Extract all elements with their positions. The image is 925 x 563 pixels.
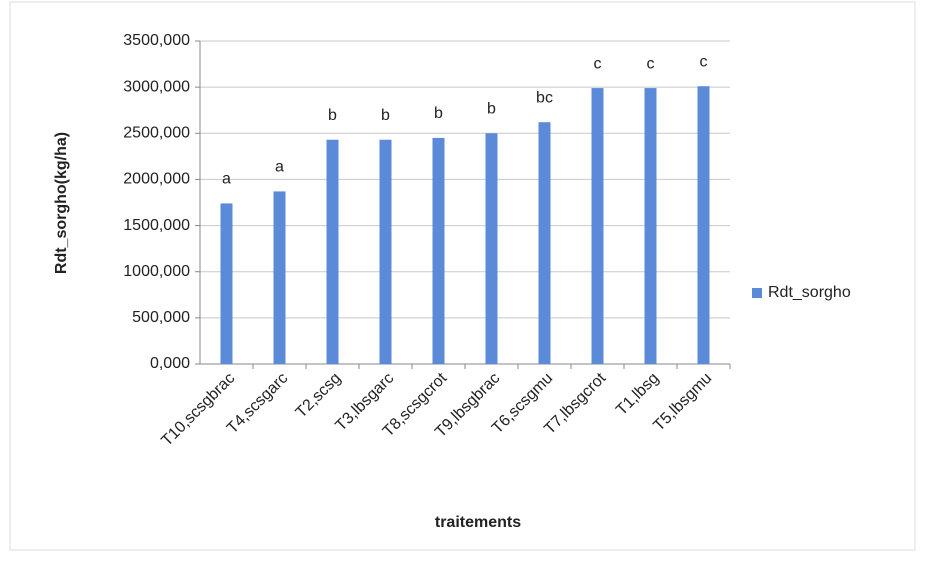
y-axis-title: Rdt_sorgho(kg/ha) (53, 132, 70, 274)
x-tick-label: T2,scsg (293, 370, 345, 422)
bar (432, 137, 445, 364)
annotation: b (434, 105, 443, 122)
x-tick-label: T5,lbsgmu (650, 370, 715, 435)
y-tick-label: 1500,000 (123, 217, 190, 234)
legend-swatch (752, 288, 762, 298)
annotation: b (381, 107, 390, 124)
x-tick-label: T1,lbsg (613, 370, 662, 419)
y-tick-label: 2500,000 (123, 125, 190, 142)
annotation: c (700, 53, 708, 70)
y-tick-label: 0,000 (150, 355, 190, 372)
bar (591, 88, 604, 365)
annotation: c (647, 55, 655, 72)
bar (644, 88, 657, 365)
bar (273, 191, 286, 364)
bar (485, 133, 498, 364)
annotation: a (275, 159, 284, 176)
annotation: b (487, 101, 496, 118)
bar (326, 139, 339, 364)
annotation: b (328, 107, 337, 124)
annotation: c (594, 55, 602, 72)
bar (697, 86, 710, 364)
y-tick-label: 500,000 (132, 309, 190, 326)
bar (538, 122, 551, 364)
chart-frame (9, 1, 916, 551)
bar (379, 139, 392, 364)
annotation: a (222, 171, 231, 188)
x-axis-title: traitements (435, 514, 521, 531)
annotation: bc (536, 89, 553, 106)
y-tick-label: 1000,000 (123, 263, 190, 280)
legend-label: Rdt_sorgho (768, 284, 851, 301)
y-tick-label: 3500,000 (123, 32, 190, 49)
y-tick-label: 2000,000 (123, 171, 190, 188)
y-tick-label: 3000,000 (123, 78, 190, 95)
bar (220, 203, 233, 364)
x-tick-label: T10,scsgbrac (158, 370, 238, 450)
